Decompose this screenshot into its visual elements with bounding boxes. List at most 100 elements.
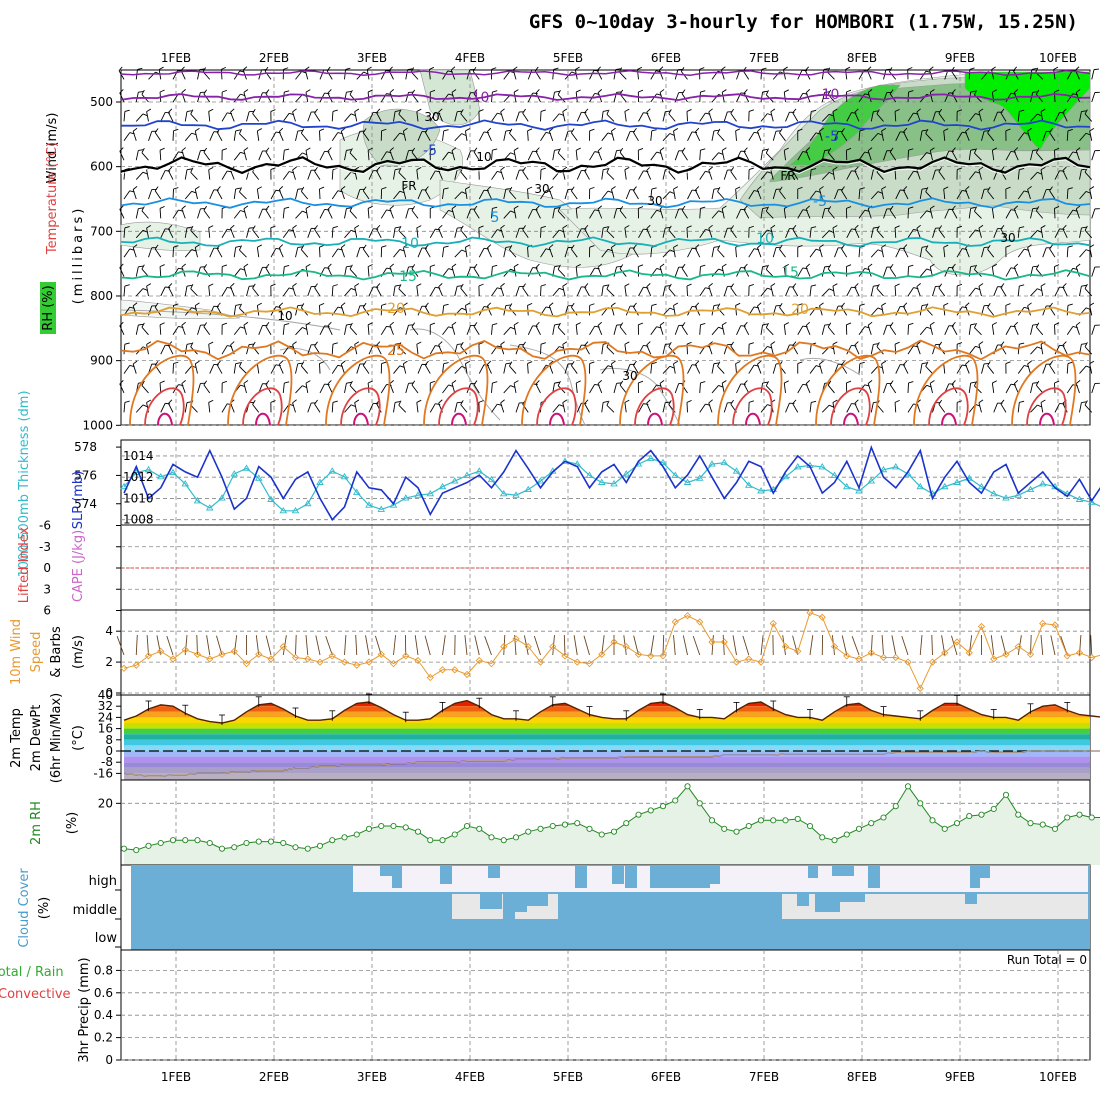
wind-barb bbox=[160, 170, 166, 180]
rh-marker bbox=[966, 813, 973, 820]
wind-barb-flag bbox=[438, 399, 443, 404]
wind-barb-flag bbox=[509, 361, 513, 367]
wind-barb bbox=[307, 170, 312, 180]
wind-barb-flag bbox=[748, 284, 754, 287]
wind-barb bbox=[209, 364, 215, 374]
wind-barb bbox=[889, 209, 897, 219]
wind-barb-flag bbox=[424, 302, 429, 308]
wind-barb-flag bbox=[700, 264, 706, 268]
wind-barb bbox=[438, 170, 443, 180]
temperature-contour-label: 25 bbox=[387, 343, 405, 359]
wind-barb bbox=[846, 286, 852, 297]
wind-barb bbox=[380, 326, 387, 336]
wind-barb-flag bbox=[398, 109, 402, 115]
wind-barb bbox=[292, 228, 296, 238]
wind-barb bbox=[735, 130, 737, 141]
wind-speed-marker bbox=[402, 652, 410, 660]
wind-barb-flag bbox=[284, 323, 290, 326]
wind-barb bbox=[540, 190, 547, 200]
wind-barb bbox=[576, 403, 582, 413]
rh-marker bbox=[267, 838, 275, 845]
cloud-block bbox=[797, 894, 809, 906]
wind-barb bbox=[331, 111, 334, 122]
wind-barb bbox=[711, 268, 719, 277]
rh-marker bbox=[206, 839, 213, 847]
wind-barb bbox=[1084, 288, 1093, 297]
wind-barb bbox=[123, 344, 126, 355]
wind-barb-flag bbox=[908, 206, 914, 209]
wind-barb-flag bbox=[965, 302, 970, 307]
wind-barb bbox=[181, 383, 186, 394]
wind-barb-flag bbox=[987, 361, 991, 366]
wind-barb bbox=[473, 384, 480, 394]
wind-barb bbox=[632, 190, 639, 200]
wind-barb-flag bbox=[332, 400, 338, 403]
wind-barb bbox=[1075, 208, 1080, 219]
wind-barb bbox=[349, 385, 358, 394]
cloud-cover-fill bbox=[131, 865, 1090, 950]
temperature-contour-label: 20 bbox=[791, 302, 809, 318]
wind-barb-flag bbox=[314, 399, 318, 405]
wind-barb bbox=[376, 228, 382, 238]
wind-barb bbox=[916, 228, 921, 238]
thickness-marker bbox=[818, 463, 827, 470]
wind-barb-flag bbox=[159, 322, 165, 326]
rh-marker bbox=[659, 803, 667, 810]
wind-barb bbox=[190, 230, 198, 239]
wind-barb bbox=[721, 324, 725, 335]
wind-barb-flag bbox=[938, 108, 943, 114]
wind-barb-flag bbox=[624, 283, 630, 287]
wind-barb-flag bbox=[721, 147, 727, 151]
rh-marker bbox=[978, 811, 985, 818]
wind-barb-flag bbox=[570, 244, 575, 250]
wind-barb bbox=[466, 208, 472, 219]
thickness-series bbox=[120, 454, 1100, 514]
wind-barb bbox=[821, 113, 830, 122]
wind-barb bbox=[968, 383, 972, 394]
wind-barb bbox=[209, 306, 215, 316]
wind-barb-flag bbox=[332, 109, 338, 112]
wind-barb-flag bbox=[811, 168, 817, 171]
wind-barb-flag bbox=[978, 341, 984, 345]
rh-marker bbox=[1015, 811, 1022, 818]
wind-barb-flag bbox=[562, 166, 568, 171]
wind-barb-flag bbox=[430, 264, 436, 268]
wind-barb bbox=[509, 132, 517, 142]
wind-barb-flag bbox=[900, 364, 906, 366]
wind-barb bbox=[1030, 288, 1038, 297]
wind-barb-flag bbox=[659, 263, 665, 268]
wind-barb bbox=[216, 364, 223, 374]
wind-barb-flag bbox=[173, 128, 179, 132]
wind-barb-flag bbox=[243, 380, 249, 384]
wind-speed-marker bbox=[561, 652, 569, 660]
wind-barb bbox=[889, 151, 897, 161]
wind-barb bbox=[405, 208, 409, 219]
thickness-marker bbox=[1026, 485, 1035, 493]
wind-barb bbox=[393, 286, 396, 297]
thickness-marker bbox=[144, 465, 153, 473]
wind-barb bbox=[1066, 363, 1069, 374]
wind-barb-flag bbox=[305, 380, 311, 384]
wind-barb-flag bbox=[1062, 108, 1067, 113]
temp-band bbox=[124, 734, 1090, 740]
wind-barb bbox=[650, 210, 657, 219]
wind-barb bbox=[1027, 189, 1031, 200]
wind-barb-flag bbox=[611, 186, 616, 190]
wind-barb bbox=[601, 402, 604, 413]
li-tick-label: -6 bbox=[39, 519, 51, 533]
wind-barb bbox=[389, 92, 394, 103]
thickness-marker bbox=[169, 468, 177, 476]
isotherm-35-loop bbox=[438, 387, 479, 426]
wind-barb-flag bbox=[416, 341, 422, 345]
wind-barb bbox=[527, 325, 534, 335]
wind-barb bbox=[354, 286, 358, 297]
wind-barb bbox=[674, 383, 680, 394]
cloud-block bbox=[808, 866, 818, 878]
li-tick-label: -3 bbox=[39, 540, 51, 554]
wind-barb-flag bbox=[1032, 323, 1038, 326]
wind-barb-flag bbox=[894, 225, 900, 229]
wind-speed-marker bbox=[353, 661, 361, 669]
wind-barb-flag bbox=[381, 245, 387, 248]
wind-barb bbox=[760, 113, 768, 122]
wind-barb bbox=[1030, 150, 1034, 161]
